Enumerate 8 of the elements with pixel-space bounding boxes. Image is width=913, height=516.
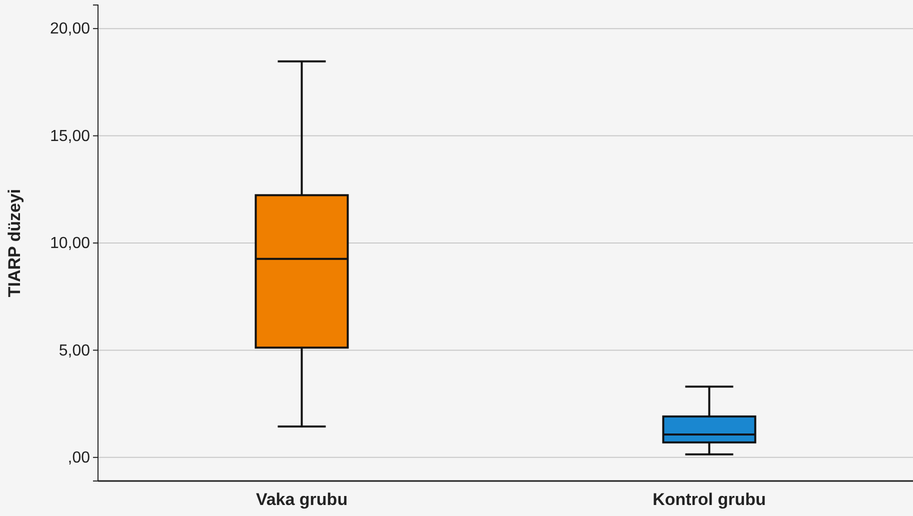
y-tick-label: 15,00 [50,128,90,145]
y-tick-label: 20,00 [50,20,90,38]
x-tick-label: Kontrol grubu [652,490,766,510]
y-tick-label: 5,00 [58,342,90,360]
y-tick-label: 10,00 [50,235,90,252]
x-tick-label: Vaka grubu [256,490,348,510]
y-tick-label: ,00 [68,450,90,467]
y-axis-title: TIARP düzeyi [5,188,24,298]
